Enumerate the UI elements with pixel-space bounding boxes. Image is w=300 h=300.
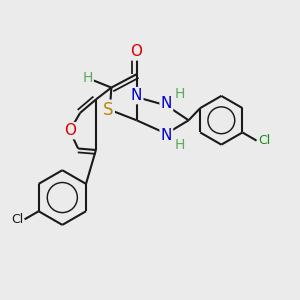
Text: H: H — [175, 87, 185, 101]
Text: Cl: Cl — [258, 134, 270, 147]
Text: Cl: Cl — [11, 213, 23, 226]
Text: N: N — [161, 128, 172, 142]
Text: S: S — [103, 101, 114, 119]
Text: H: H — [82, 71, 93, 85]
Text: H: H — [175, 138, 185, 152]
Text: N: N — [131, 88, 142, 103]
Text: N: N — [161, 96, 172, 111]
Text: O: O — [130, 44, 142, 59]
Text: O: O — [64, 123, 76, 138]
